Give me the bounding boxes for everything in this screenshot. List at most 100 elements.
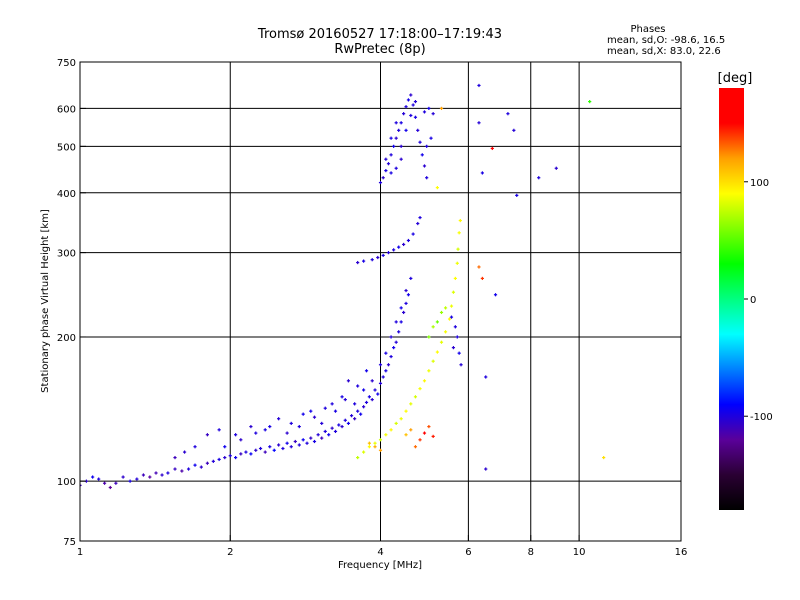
data-point	[406, 293, 411, 297]
data-point	[399, 320, 403, 324]
data-point	[356, 260, 360, 265]
data-point	[141, 473, 146, 477]
data-point	[362, 450, 366, 454]
data-point	[239, 452, 243, 456]
data-point	[425, 176, 429, 180]
data-point	[378, 363, 383, 367]
data-point	[356, 409, 360, 413]
data-point	[378, 381, 383, 385]
data-point	[537, 176, 541, 180]
data-point	[193, 463, 197, 467]
data-point	[515, 193, 519, 197]
data-point	[386, 363, 391, 367]
data-point	[431, 325, 435, 329]
data-point	[323, 406, 327, 410]
data-point	[389, 153, 393, 157]
data-point	[512, 128, 516, 132]
data-point	[135, 477, 139, 481]
data-point	[453, 325, 457, 329]
x-tick-label: 6	[465, 547, 471, 558]
data-point	[399, 157, 403, 161]
data-point	[404, 433, 408, 437]
data-point	[413, 115, 418, 119]
data-point	[102, 481, 107, 485]
data-point	[186, 467, 191, 471]
data-point	[285, 441, 289, 445]
data-point	[384, 157, 388, 161]
data-point	[399, 417, 403, 421]
data-point	[413, 99, 418, 104]
data-point	[484, 375, 488, 379]
data-point	[409, 402, 413, 406]
data-point	[427, 335, 431, 339]
data-point	[249, 452, 253, 456]
data-point	[263, 450, 267, 454]
data-point	[439, 340, 444, 344]
data-point	[312, 439, 317, 444]
data-point	[228, 454, 232, 458]
y-tick-label: 200	[57, 333, 76, 344]
data-point	[254, 431, 258, 435]
data-point	[268, 445, 272, 449]
data-point	[409, 276, 413, 281]
data-point	[301, 438, 305, 442]
data-point	[453, 276, 457, 281]
data-point	[480, 171, 484, 175]
y-tick-label: 100	[57, 477, 76, 488]
data-point	[602, 455, 606, 460]
data-point	[397, 245, 401, 249]
data-point	[254, 448, 258, 452]
y-tick-label: 75	[63, 537, 76, 548]
data-point	[389, 171, 393, 175]
data-point	[285, 431, 289, 435]
data-point	[402, 242, 406, 247]
data-point	[422, 431, 427, 435]
y-tick-label: 500	[57, 142, 76, 153]
data-point	[418, 438, 422, 442]
data-point	[381, 253, 385, 258]
data-point	[277, 443, 281, 447]
data-point	[457, 351, 461, 355]
data-point	[477, 265, 481, 269]
data-point	[431, 359, 435, 363]
x-tick-label: 8	[528, 547, 534, 558]
data-point	[370, 258, 374, 262]
data-point	[588, 99, 592, 104]
data-point	[128, 479, 132, 483]
data-point	[389, 428, 393, 432]
x-tick-label: 10	[573, 547, 586, 558]
data-point	[416, 128, 420, 132]
data-point	[406, 238, 411, 243]
data-point	[367, 445, 371, 449]
data-point	[404, 301, 408, 306]
data-point	[451, 346, 456, 350]
data-point	[362, 388, 366, 392]
data-point	[394, 340, 398, 344]
data-point	[356, 384, 360, 388]
data-point	[353, 417, 357, 421]
data-point	[404, 288, 408, 293]
data-point	[386, 251, 391, 255]
data-point	[427, 369, 431, 373]
data-point	[443, 306, 448, 310]
data-point	[443, 330, 448, 334]
data-point	[402, 310, 406, 315]
data-point	[343, 418, 347, 422]
data-point	[427, 424, 431, 429]
data-point	[349, 414, 354, 418]
stats-heading: Phases	[630, 24, 665, 35]
data-point	[422, 110, 427, 114]
y-tick-label: 400	[57, 189, 76, 200]
data-point	[404, 409, 408, 413]
data-point	[373, 388, 377, 392]
data-point	[244, 450, 248, 454]
data-point	[399, 306, 403, 310]
data-point	[378, 438, 383, 442]
data-point	[199, 465, 203, 469]
colorbar-tick-label: -100	[750, 412, 773, 423]
data-point	[413, 395, 418, 399]
data-point	[234, 455, 238, 460]
data-point	[370, 397, 374, 402]
data-point	[397, 128, 401, 132]
y-tick-label: 300	[57, 249, 76, 260]
